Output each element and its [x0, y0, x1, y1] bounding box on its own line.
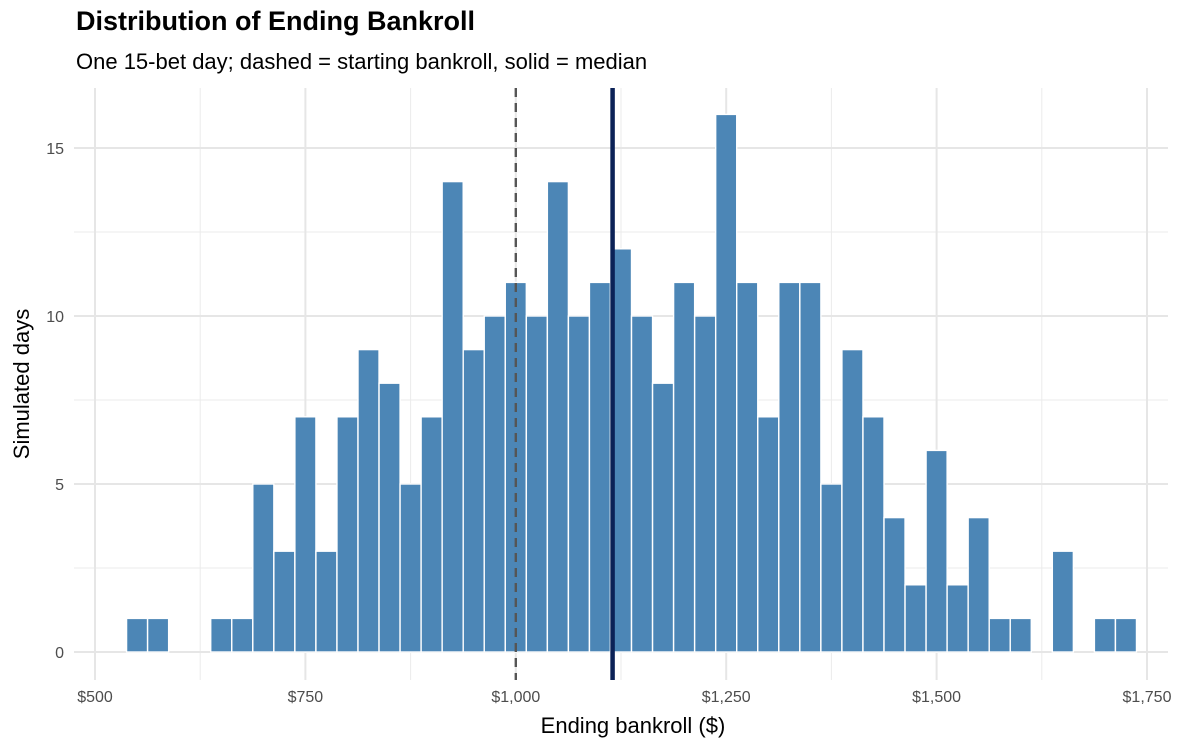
histogram-bar — [420, 416, 443, 653]
histogram-bar — [1093, 617, 1117, 653]
histogram-bar — [546, 180, 570, 653]
histogram-bar — [1051, 550, 1075, 653]
x-tick-label: $1,000 — [491, 689, 540, 706]
y-tick-label: 0 — [55, 645, 64, 662]
histogram-bar — [946, 584, 969, 653]
histogram-bar — [841, 348, 864, 653]
histogram-bar — [441, 180, 464, 653]
histogram-bar — [1114, 617, 1138, 653]
chart-title: Distribution of Ending Bankroll — [76, 6, 475, 36]
histogram-bar — [252, 483, 275, 653]
histogram-bar — [588, 281, 612, 653]
histogram-bar — [988, 617, 1011, 653]
reference-lines — [514, 88, 615, 680]
histogram-bar — [651, 382, 675, 653]
histogram-bar — [462, 348, 485, 653]
x-axis-label: Ending bankroll ($) — [541, 713, 726, 738]
histogram-bar — [630, 315, 654, 653]
histogram-bar — [567, 315, 591, 653]
histogram-bar — [483, 315, 506, 653]
histogram-bar — [378, 382, 401, 653]
histogram-bar — [904, 584, 927, 653]
histogram-bar — [778, 281, 801, 653]
histogram-bar — [967, 516, 990, 653]
histogram-bar — [714, 113, 738, 653]
histogram-bar — [820, 483, 843, 653]
histogram-bar — [693, 315, 717, 653]
histogram-bar — [231, 617, 254, 653]
histogram-bar — [146, 617, 170, 653]
histogram-bar — [125, 617, 149, 653]
histogram-bar — [672, 281, 696, 653]
histogram-bars — [125, 113, 1138, 653]
histogram-bar — [757, 416, 780, 653]
histogram-bar — [357, 348, 380, 653]
histogram-bar — [210, 617, 233, 653]
histogram-bar — [525, 315, 549, 653]
histogram-bar — [399, 483, 422, 653]
x-tick-label: $1,500 — [912, 689, 961, 706]
histogram-bar — [315, 550, 338, 653]
histogram-bar — [273, 550, 296, 653]
y-tick-label: 5 — [55, 477, 64, 494]
y-tick-label: 10 — [46, 309, 64, 326]
histogram-bar — [1009, 617, 1032, 653]
y-axis-label: Simulated days — [9, 309, 34, 459]
histogram-bar — [925, 449, 948, 653]
chart-subtitle: One 15-bet day; dashed = starting bankro… — [76, 49, 647, 74]
histogram-bar — [799, 281, 822, 653]
x-tick-label: $1,750 — [1123, 689, 1172, 706]
x-tick-label: $750 — [288, 689, 324, 706]
histogram-bar — [736, 281, 759, 653]
y-tick-label: 15 — [46, 141, 64, 158]
histogram-bar — [883, 516, 906, 653]
histogram-bar — [862, 416, 885, 653]
x-axis-ticks: $500 $750 $1,000 $1,250 $1,500 $1,750 — [77, 689, 1171, 706]
histogram-bar — [336, 416, 359, 653]
histogram-bar — [294, 416, 317, 653]
x-tick-label: $500 — [77, 689, 113, 706]
x-tick-label: $1,250 — [702, 689, 751, 706]
y-axis-ticks: 0 5 10 15 — [46, 141, 64, 662]
